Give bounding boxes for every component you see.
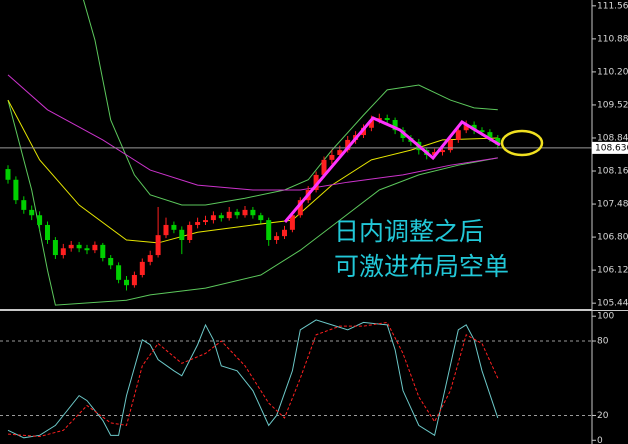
candle-body xyxy=(463,124,469,131)
y-tick-label: 109.520 xyxy=(597,100,628,110)
annotation: 可激进布局空单 xyxy=(334,252,509,281)
candle-body xyxy=(45,224,50,241)
candle-body xyxy=(313,174,319,190)
y-tick-label: 108.160 xyxy=(597,167,628,177)
candle-body xyxy=(392,120,398,131)
line xyxy=(7,74,498,191)
candle-body xyxy=(345,139,351,151)
line xyxy=(83,0,498,206)
candle-body xyxy=(124,279,129,286)
candle-body xyxy=(289,215,295,230)
y-tick-label: 106.800 xyxy=(597,233,628,243)
candle-body xyxy=(163,224,169,236)
candle-body xyxy=(29,209,35,216)
candle-body xyxy=(266,220,272,241)
candle-body xyxy=(195,222,201,225)
candle-body xyxy=(376,118,382,121)
candle-body xyxy=(432,152,438,155)
candle-body xyxy=(297,200,303,216)
candle-body xyxy=(21,200,27,210)
candle-body xyxy=(179,229,185,241)
candle-body xyxy=(68,244,74,249)
line xyxy=(7,99,498,244)
candle-body xyxy=(226,211,232,219)
y-tick-label: 110.880 xyxy=(597,34,628,44)
line xyxy=(7,319,499,439)
candle-body xyxy=(274,236,280,241)
candle-body xyxy=(337,150,343,155)
y-tick-label: 105.440 xyxy=(597,299,628,309)
candle-body xyxy=(116,265,122,280)
line xyxy=(7,99,498,306)
candle-body xyxy=(52,240,58,256)
candle-body xyxy=(329,154,335,160)
candle-body xyxy=(447,139,453,151)
y-tick-label: 110.200 xyxy=(597,67,628,77)
current-price-box xyxy=(592,141,628,154)
price-panel xyxy=(0,0,592,306)
candle-body xyxy=(471,124,477,131)
candle-body xyxy=(139,261,145,275)
candle-body xyxy=(321,159,327,175)
trend-sketch xyxy=(283,116,501,223)
candle-body xyxy=(495,137,501,145)
candle-body xyxy=(147,255,153,262)
candle-body xyxy=(250,209,256,216)
candle-body xyxy=(210,215,216,221)
y-tick-label: 108.840 xyxy=(597,133,628,143)
line xyxy=(7,321,499,438)
axis-labels: 111.560 110.880 110.200 109.520 108.840 108.1… xyxy=(592,1,628,444)
candle-body xyxy=(5,169,11,180)
candle-body xyxy=(171,224,177,230)
candle-body xyxy=(455,130,461,140)
candle-body xyxy=(440,150,445,153)
candle-body xyxy=(84,248,90,251)
y-tick-label: 80 xyxy=(597,337,609,347)
y-tick-label: 111.560 xyxy=(597,1,628,11)
annotation: 日内调整之后 xyxy=(334,217,484,246)
candle-body xyxy=(479,130,485,133)
stochastic-panel xyxy=(0,319,592,439)
candle-body xyxy=(368,120,374,128)
candle-body xyxy=(92,244,98,251)
candle-body xyxy=(37,215,43,225)
candle-body xyxy=(76,244,82,249)
candle-body xyxy=(203,220,208,223)
candle-body xyxy=(187,224,193,241)
candle-body xyxy=(13,179,19,201)
candle-body xyxy=(60,248,66,256)
candle-body xyxy=(384,118,390,121)
highlight-ellipse xyxy=(500,129,544,157)
candle-body xyxy=(234,211,240,216)
candle-body xyxy=(218,215,224,219)
y-tick-label: 0 xyxy=(597,436,603,444)
candle-body xyxy=(131,274,137,286)
candle-body xyxy=(487,132,493,138)
candle-body xyxy=(155,235,161,256)
y-tick-label: 107.480 xyxy=(597,200,628,210)
y-tick-label: 100 xyxy=(597,312,614,322)
y-tick-label: 20 xyxy=(597,411,609,421)
candle-body xyxy=(108,257,114,266)
candle-body xyxy=(100,244,106,258)
current-price-label: 108.636 xyxy=(595,143,628,153)
candle-body xyxy=(242,209,248,216)
candle-body xyxy=(258,215,264,221)
y-tick-label: 106.120 xyxy=(597,266,628,276)
candle-body xyxy=(282,229,287,237)
